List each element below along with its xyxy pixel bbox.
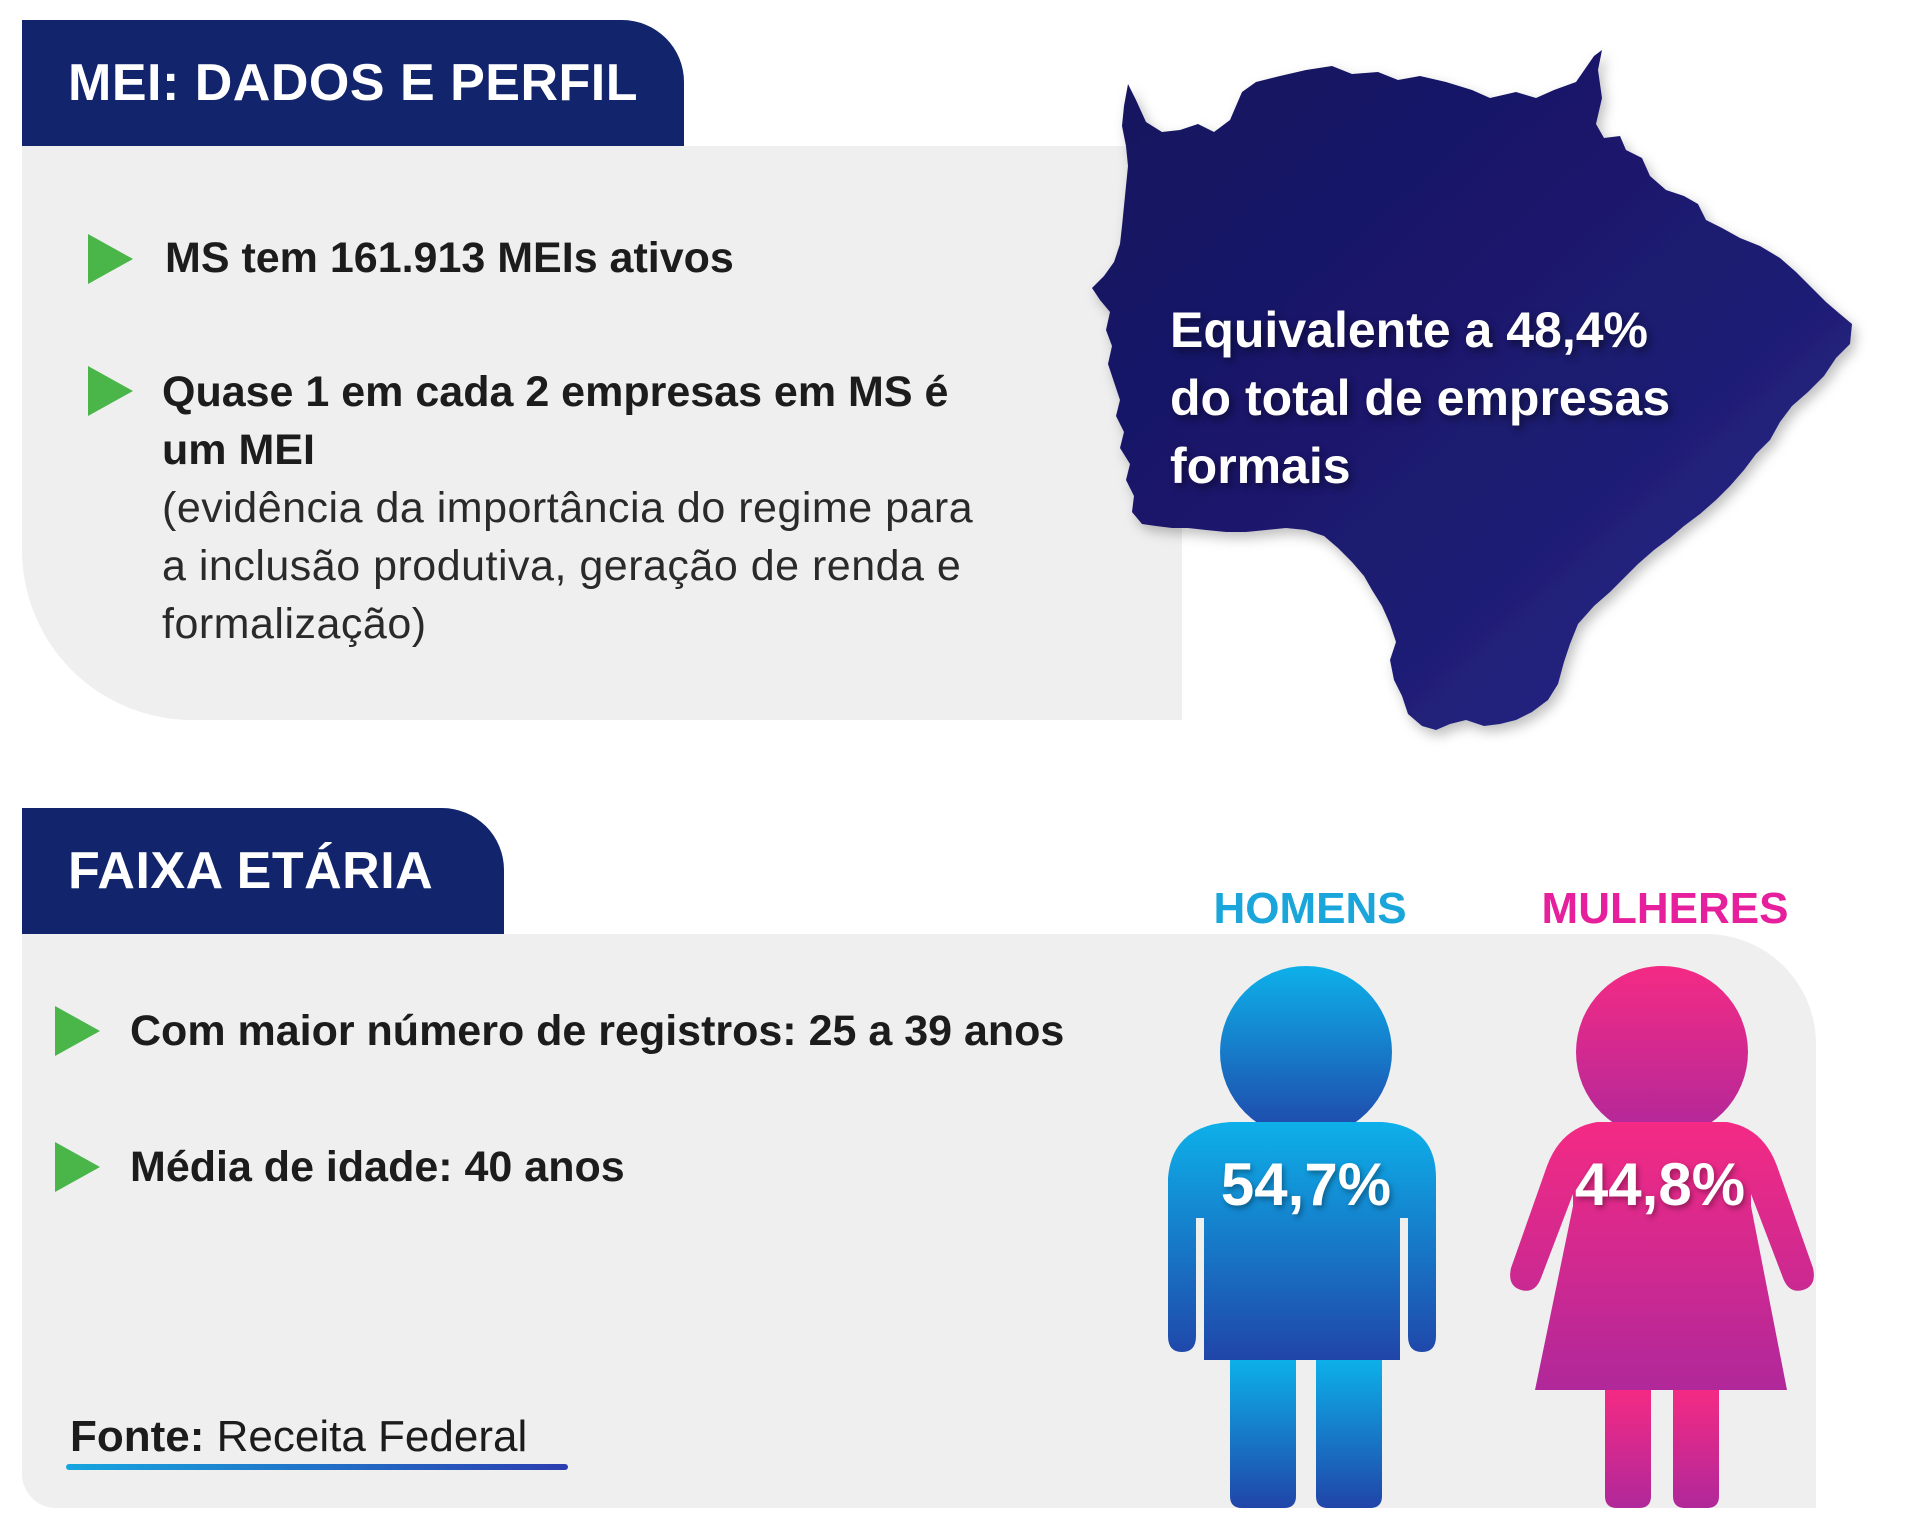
men-label: HOMENS [1213, 884, 1407, 933]
source-underline [66, 1464, 568, 1470]
triangle-bullet-icon [55, 1142, 100, 1192]
bullet-note-line2: a inclusão produtiva, geração de renda e [162, 542, 962, 590]
female-figure-icon [1510, 966, 1814, 1508]
section-title-age: FAIXA ETÁRIA [22, 808, 504, 934]
triangle-bullet-icon [88, 234, 133, 284]
bullet-age-range: Com maior número de registros: 25 a 39 a… [130, 1007, 1065, 1055]
bullet-share-line2: um MEI [162, 426, 315, 474]
male-figure-icon [1168, 966, 1436, 1508]
profile-panel [22, 146, 1182, 720]
map-caption-line1: Equivalente a 48,4% [1170, 302, 1649, 358]
map-caption-line3: formais [1170, 438, 1351, 494]
men-percentage: 54,7% [1220, 1151, 1392, 1218]
bullet-share-line1: Quase 1 em cada 2 empresas em MS é [162, 368, 949, 416]
women-label: MULHERES [1541, 884, 1789, 933]
section-title-mei: MEI: DADOS E PERFIL [22, 20, 684, 146]
bullet-active-meis: MS tem 161.913 MEIs ativos [165, 234, 734, 282]
women-percentage: 44,8% [1574, 1151, 1746, 1218]
bullet-average-age: Média de idade: 40 anos [130, 1143, 625, 1191]
source-label: Fonte: [70, 1412, 205, 1461]
map-caption: Equivalente a 48,4% do total de empresas… [1170, 296, 1770, 500]
bullet-note-line1: (evidência da importância do regime para [162, 484, 974, 532]
source-line: Fonte: Receita Federal [70, 1408, 527, 1466]
bullet-note-line3: formalização) [162, 600, 427, 648]
triangle-bullet-icon [55, 1006, 100, 1056]
map-caption-line2: do total de empresas [1170, 370, 1671, 426]
triangle-bullet-icon [88, 366, 133, 416]
source-value: Receita Federal [216, 1412, 528, 1461]
age-panel [22, 934, 1816, 1508]
ms-state-map-icon [1092, 50, 1852, 730]
